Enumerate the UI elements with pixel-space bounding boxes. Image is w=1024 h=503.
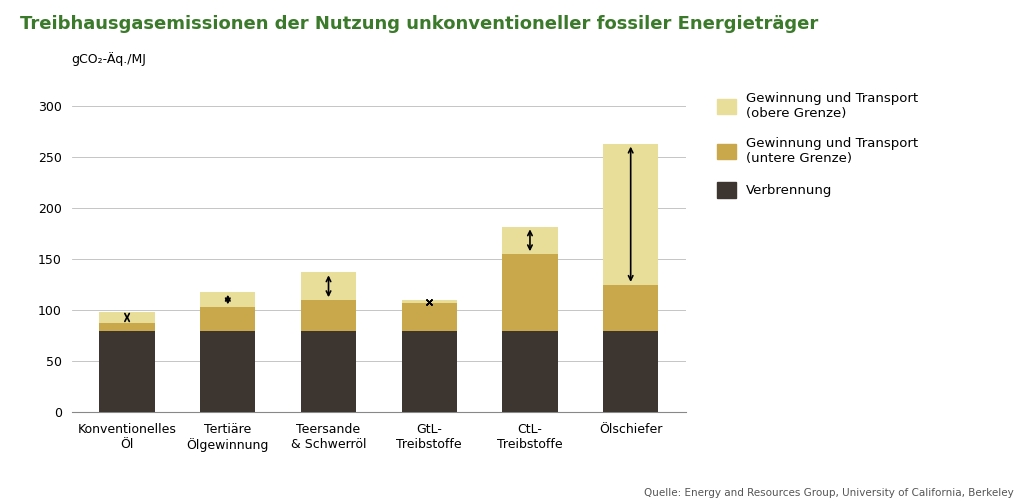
Bar xyxy=(502,331,558,412)
Bar xyxy=(200,331,256,412)
Bar xyxy=(200,292,256,307)
Bar xyxy=(99,331,155,412)
Bar xyxy=(301,300,356,331)
Bar xyxy=(99,312,155,322)
Text: gCO₂-Äq./MJ: gCO₂-Äq./MJ xyxy=(72,52,146,66)
Text: Treibhausgasemissionen der Nutzung unkonventioneller fossiler Energieträger: Treibhausgasemissionen der Nutzung unkon… xyxy=(20,15,819,33)
Bar xyxy=(401,300,457,303)
Bar xyxy=(99,322,155,331)
Bar xyxy=(301,273,356,300)
Text: Quelle: Energy and Resources Group, University of California, Berkeley: Quelle: Energy and Resources Group, Univ… xyxy=(644,488,1014,498)
Bar xyxy=(301,331,356,412)
Bar xyxy=(401,331,457,412)
Bar xyxy=(603,331,658,412)
Bar xyxy=(603,144,658,285)
Bar xyxy=(502,226,558,254)
Bar xyxy=(401,303,457,331)
Bar xyxy=(603,285,658,331)
Bar xyxy=(502,254,558,331)
Bar xyxy=(200,307,256,331)
Legend: Gewinnung und Transport
(obere Grenze), Gewinnung und Transport
(untere Grenze),: Gewinnung und Transport (obere Grenze), … xyxy=(717,92,919,198)
